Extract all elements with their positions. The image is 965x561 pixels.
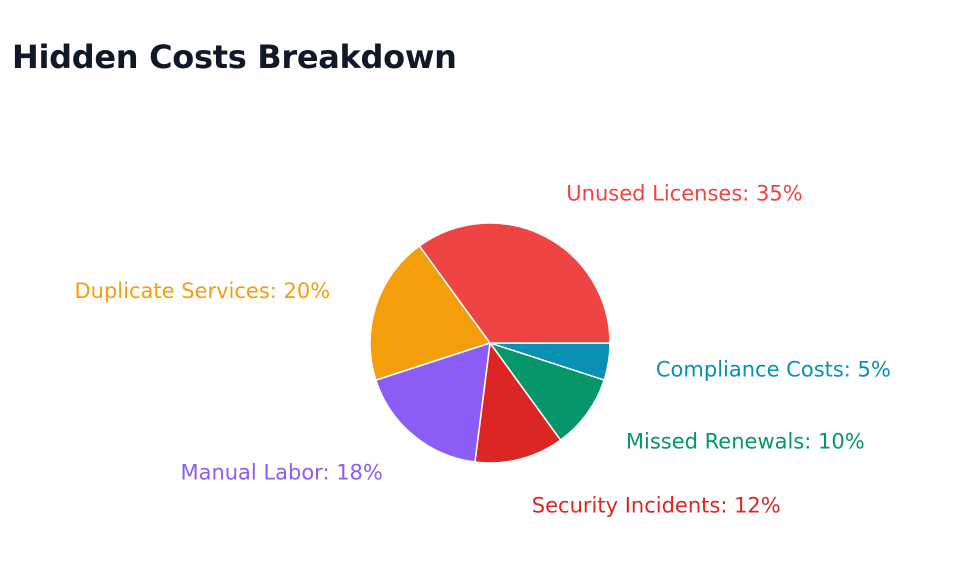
pie-slice-manual-labor <box>374 341 491 463</box>
pie-slice-unused-licenses <box>418 222 611 344</box>
pie-slices <box>369 222 611 464</box>
pie-label-compliance-costs: Compliance Costs: 5% <box>656 357 891 381</box>
pie-slice-security-incidents <box>474 341 562 464</box>
pie-label-security-incidents: Security Incidents: 12% <box>532 494 781 518</box>
pie-label-missed-renewals: Missed Renewals: 10% <box>626 430 865 454</box>
pie-slice-missed-renewals <box>488 341 606 442</box>
pie-label-manual-labor: Manual Labor: 18% <box>180 460 382 484</box>
pie-label-duplicate-services: Duplicate Services: 20% <box>74 279 330 303</box>
page-title: Hidden Costs Breakdown <box>12 38 457 76</box>
pie-labels: Compliance Costs: 5% Missed Renewals: 10%… <box>74 181 890 517</box>
pie-label-unused-licenses: Unused Licenses: 35% <box>566 181 802 205</box>
pie-slice-duplicate-services <box>369 244 492 382</box>
